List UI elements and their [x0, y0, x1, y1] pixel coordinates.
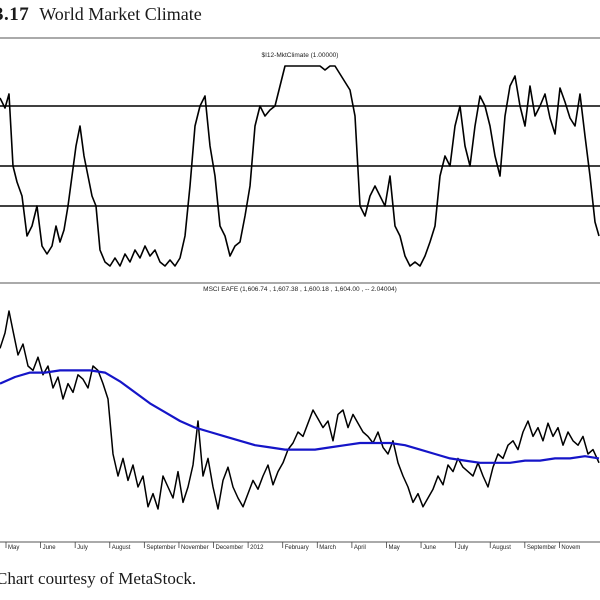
x-tick-label: June [423, 545, 437, 551]
x-tick-label: August [112, 545, 131, 551]
climate-level-lines [0, 105, 600, 207]
x-tick-label: December [216, 545, 244, 551]
bottom-panel-title: MSCI EAFE (1,606.74 , 1,607.38 , 1,600.1… [203, 286, 397, 293]
x-tick-label: March [319, 545, 336, 551]
moving-average-line [0, 369, 600, 464]
x-tick-label: May [388, 545, 399, 551]
price-line [0, 310, 600, 510]
x-tick-label: June [43, 545, 57, 551]
x-tick-label: Novem [561, 545, 580, 551]
x-tick-label: February [285, 545, 309, 551]
bottom-panel-frame [0, 286, 600, 542]
top-panel-frame [0, 38, 600, 282]
x-tick-label: September [527, 545, 556, 551]
figure-number: 3.17 [0, 4, 30, 25]
figure-caption: Chart courtesy of MetaStock. [0, 569, 197, 588]
x-tick-label: November [181, 545, 209, 551]
x-tick-label: April [354, 545, 366, 551]
x-axis-ticks: May June July August September November Decemb… [5, 542, 580, 551]
msci-eafe-series [0, 310, 600, 510]
x-tick-label: July [77, 545, 88, 551]
x-tick-label: 2012 [250, 545, 264, 551]
x-tick-label: August [492, 545, 511, 551]
x-tick-label: May [8, 545, 19, 551]
figure-title: World Market Climate [39, 4, 202, 24]
climate-line [0, 65, 600, 267]
figure-heading: 3.17 World Market Climate [0, 4, 202, 30]
x-tick-label: July [458, 545, 469, 551]
x-tick-label: September [146, 545, 175, 551]
climate-series [0, 65, 600, 267]
top-panel-title: $I12-MktClimate (1.00000) [262, 52, 339, 59]
